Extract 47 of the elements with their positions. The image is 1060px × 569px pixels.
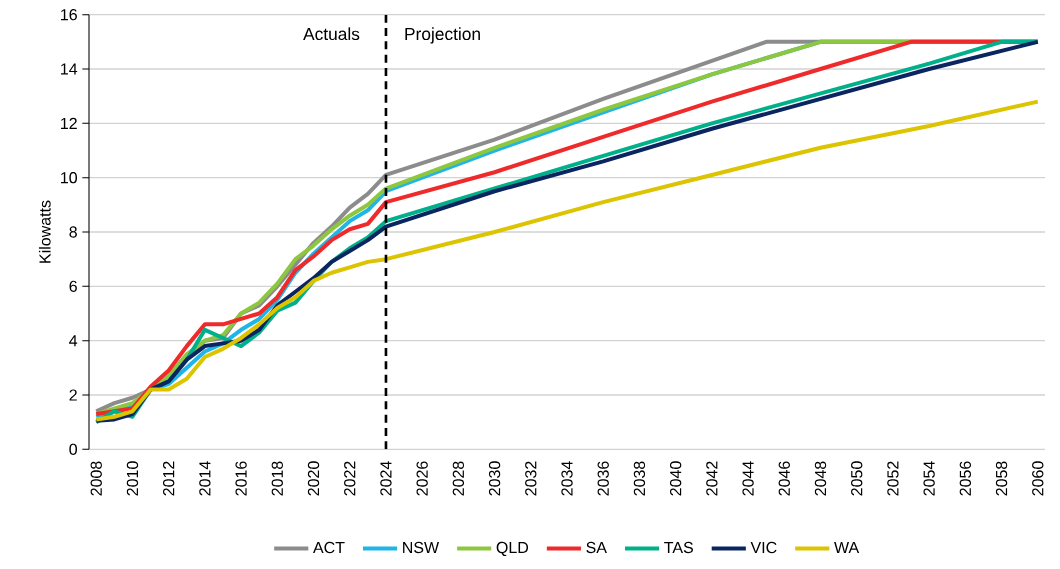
x-tick-label: 2036 <box>597 461 609 496</box>
legend-label: QLD <box>496 541 529 557</box>
x-tick-label: 2012 <box>163 461 175 496</box>
line-series <box>94 99 1040 422</box>
x-tick-label: 2050 <box>851 461 863 496</box>
x-tick-label: 2040 <box>669 461 682 496</box>
y-axis-title: Kilowatts <box>38 200 51 263</box>
x-tick-label: 2046 <box>778 461 790 496</box>
legend-label: ACT <box>312 541 345 554</box>
x-tick-label: 2016 <box>235 461 247 496</box>
x-tick-label: 2010 <box>126 461 139 496</box>
x-tick-label: 2042 <box>706 461 718 496</box>
y-tick-label: 8 <box>69 226 77 238</box>
x-tick-label: 2034 <box>561 461 573 496</box>
x-tick-label: 2022 <box>344 461 356 496</box>
x-tick-label: 2030 <box>488 461 501 496</box>
x-tick-label: 2048 <box>814 461 827 496</box>
y-tick-label: 6 <box>69 280 77 292</box>
x-tick-label: 2060 <box>1032 461 1044 496</box>
x-tick-label: 2038 <box>633 461 646 496</box>
y-tick-label: 0 <box>69 443 78 455</box>
y-tick-label: 10 <box>61 172 78 184</box>
legend-label: VIC <box>750 541 777 554</box>
x-tick-label: 2058 <box>995 461 1008 496</box>
x-tick-label: 2028 <box>452 461 465 496</box>
y-tick-label: 12 <box>61 117 77 129</box>
annotation: Actuals <box>303 27 360 41</box>
x-tick-label: 2008 <box>90 461 102 496</box>
x-tick-label: 2024 <box>380 461 392 496</box>
legend-label: SA <box>586 541 607 554</box>
y-tick-label: 2 <box>69 389 77 401</box>
y-tick-label: 4 <box>69 335 78 347</box>
x-tick-label: 2052 <box>887 461 899 496</box>
x-tick-label: 2044 <box>742 461 754 496</box>
x-tick-label: 2020 <box>307 461 320 496</box>
x-tick-label: 2032 <box>525 461 537 496</box>
x-tick-label: 2014 <box>199 461 211 496</box>
x-tick-label: 2056 <box>959 461 971 496</box>
y-tick-label: 14 <box>61 63 78 75</box>
legend-label: TAS <box>664 541 693 554</box>
annotation: Projection <box>405 27 480 44</box>
x-tick-label: 2026 <box>416 461 428 496</box>
x-tick-label: 2018 <box>271 461 283 496</box>
legend-label: NSW <box>403 541 440 554</box>
x-tick-label: 2054 <box>923 461 935 496</box>
legend-label: WA <box>834 541 860 553</box>
y-tick-label: 16 <box>61 9 77 21</box>
